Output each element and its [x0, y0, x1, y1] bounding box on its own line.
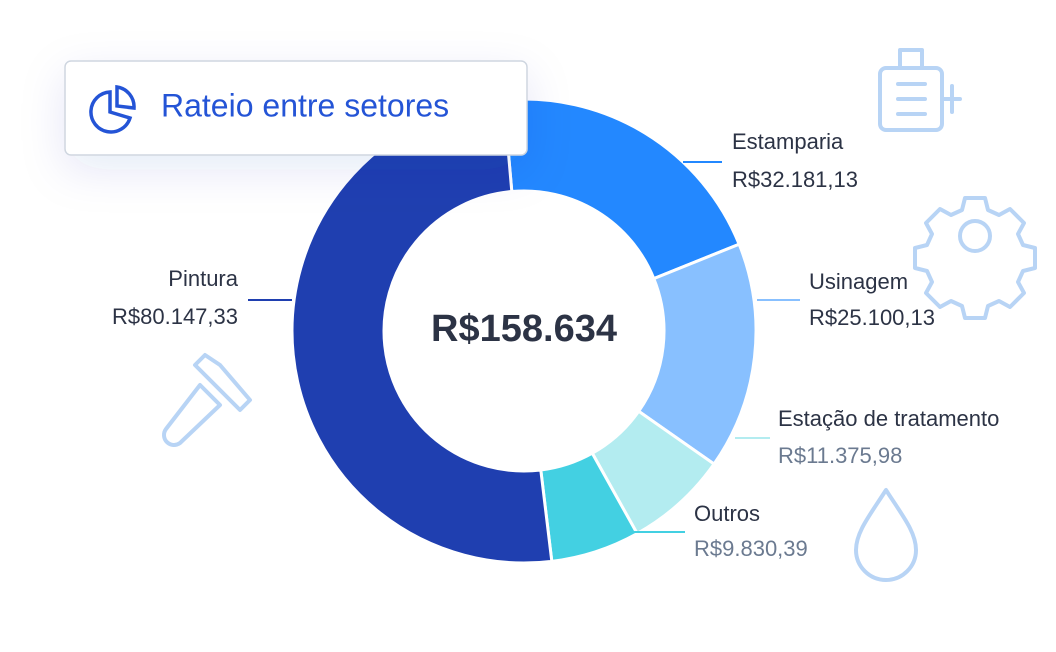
category-label: Pintura	[168, 266, 238, 291]
category-label: Estação de tratamento	[778, 406, 999, 431]
brush-icon	[162, 353, 252, 447]
value-label: R$25.100,13	[809, 305, 935, 330]
decorations	[162, 48, 1037, 582]
motor-icon	[878, 48, 962, 132]
category-label: Estamparia	[732, 129, 844, 154]
chart-title: Rateio entre setores	[161, 87, 449, 123]
category-label: Usinagem	[809, 269, 908, 294]
donut	[290, 97, 758, 565]
donut-segment	[502, 97, 742, 281]
gear-icon	[913, 196, 1037, 320]
category-label: Outros	[694, 501, 760, 526]
value-label: R$11.375,98	[778, 443, 902, 468]
center-label: R$158.634	[431, 308, 617, 350]
value-label: R$9.830,39	[694, 536, 808, 561]
drop-icon	[854, 488, 918, 582]
value-label: R$32.181,13	[732, 167, 858, 192]
value-label: R$80.147,33	[112, 304, 238, 329]
title-card: Rateio entre setores	[64, 60, 528, 156]
chart-icon	[89, 84, 136, 134]
card	[64, 60, 528, 156]
